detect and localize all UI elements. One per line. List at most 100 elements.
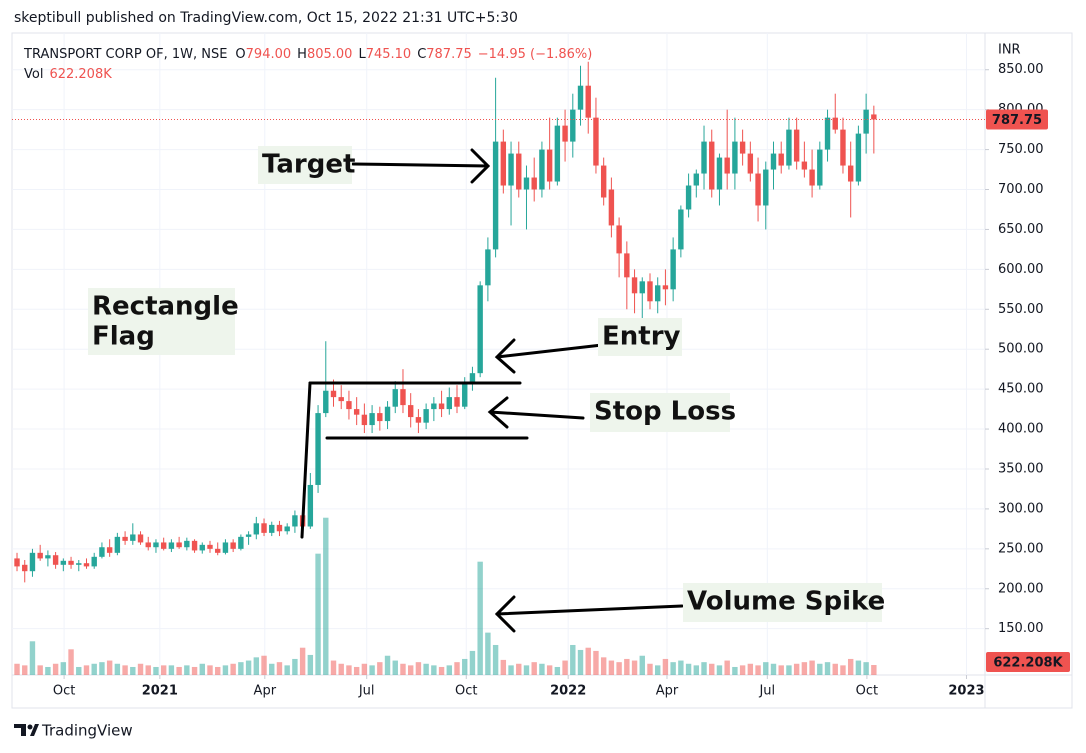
- candle-body: [122, 536, 128, 541]
- candle-body: [585, 85, 591, 118]
- candle-body: [37, 552, 43, 559]
- volume-bar: [269, 663, 275, 675]
- y-tick-label: 600.00: [998, 262, 1044, 277]
- candle-body: [99, 547, 105, 557]
- volume-bars: [14, 517, 877, 675]
- volume-bar: [369, 665, 375, 675]
- candle-body: [160, 542, 167, 549]
- volume-bar: [763, 662, 769, 675]
- volume-bar: [261, 655, 267, 675]
- candle-body: [346, 401, 352, 410]
- annotation-text: Flag: [92, 322, 155, 352]
- candle-body: [793, 129, 800, 162]
- volume-bar: [99, 662, 105, 675]
- volume-bar: [91, 663, 97, 675]
- volume-bar: [400, 663, 406, 675]
- y-tick-label: 650.00: [998, 222, 1044, 237]
- candle-body: [871, 114, 877, 120]
- axes: 150.00 200.00 250.00 300.00 350.00 400.00 450.…: [12, 62, 1070, 699]
- candle-body: [701, 141, 707, 174]
- stop-loss-arrow: [487, 396, 585, 429]
- volume-bar: [747, 663, 754, 675]
- volume-bar: [76, 666, 82, 675]
- candle-body: [770, 153, 777, 170]
- target-arrow: [351, 148, 491, 184]
- annotation-text: Stop Loss: [594, 397, 736, 427]
- volume-bar: [701, 662, 707, 675]
- candle-body: [847, 165, 854, 182]
- change: −14.95 (−1.86%): [478, 47, 593, 62]
- volume-bar: [840, 665, 846, 675]
- candle-body: [608, 189, 615, 226]
- y-tick-label: 550.00: [998, 302, 1044, 317]
- candle-body: [500, 141, 507, 186]
- volume-bar: [22, 665, 28, 675]
- volume-bar: [477, 561, 483, 675]
- candle-body: [755, 173, 761, 206]
- volume-bar: [168, 665, 175, 675]
- volume-bar: [724, 660, 730, 675]
- volume-bar: [238, 662, 244, 675]
- logo-mark: [14, 724, 26, 736]
- candle-body: [168, 542, 175, 549]
- candle-body: [191, 540, 198, 551]
- candle-body: [106, 547, 113, 553]
- volume-bar: [114, 663, 121, 675]
- candle-body: [384, 406, 391, 422]
- volume-bar: [184, 665, 190, 675]
- ohlc-key: H: [297, 47, 307, 62]
- volume-bar: [330, 660, 337, 675]
- volume-bar: [670, 662, 676, 675]
- candle-body: [423, 409, 429, 423]
- volume-bar: [60, 662, 67, 675]
- last-volume-box: [986, 652, 1070, 672]
- volume-bar: [199, 663, 205, 675]
- volume-bar: [809, 660, 815, 675]
- published-note: skeptibull published on TradingView.com,…: [14, 10, 518, 26]
- candle-body: [670, 249, 676, 290]
- candle-body: [14, 558, 20, 567]
- volume-bar: [45, 666, 51, 675]
- volume-bar: [299, 647, 306, 675]
- volume-bar: [616, 662, 622, 675]
- candle-body: [546, 149, 553, 182]
- volume-bar: [585, 647, 591, 675]
- candle-body: [570, 109, 576, 142]
- volume-bar: [253, 657, 260, 675]
- candle-body: [361, 414, 368, 426]
- candle-body: [631, 277, 638, 294]
- candle-body: [114, 536, 121, 553]
- volume-bar: [222, 665, 229, 675]
- volume-bar: [284, 665, 290, 675]
- volume-bar: [469, 650, 476, 675]
- volume-bar: [462, 658, 468, 675]
- y-tick-label: 850.00: [998, 62, 1044, 77]
- candle-body: [400, 389, 406, 406]
- volume-legend: Vol 622.208K: [24, 67, 112, 82]
- volume-bar: [191, 666, 198, 675]
- entry-arrow: [494, 338, 604, 374]
- y-tick-label: 250.00: [998, 541, 1044, 556]
- volume-bar: [485, 632, 491, 675]
- y-tick-label: 300.00: [998, 501, 1044, 516]
- candle-body: [377, 413, 383, 422]
- candle-body: [369, 413, 375, 426]
- volume-bar: [407, 665, 414, 675]
- candle-body: [817, 149, 823, 186]
- volume-bar: [508, 665, 514, 675]
- candle-body: [763, 169, 769, 206]
- volume-bar: [539, 663, 545, 675]
- volume-bar: [130, 666, 136, 675]
- ohlc-key: O: [235, 47, 245, 62]
- candle-body: [462, 382, 468, 407]
- volume-bar: [639, 655, 645, 675]
- candle-body: [647, 281, 653, 302]
- volume-bar: [153, 666, 159, 675]
- candle-body: [539, 149, 545, 190]
- volume-bar: [137, 663, 144, 675]
- volume-bar: [523, 665, 530, 675]
- candle-body: [678, 209, 684, 250]
- volume-bar: [338, 663, 344, 675]
- candle-body: [245, 534, 252, 537]
